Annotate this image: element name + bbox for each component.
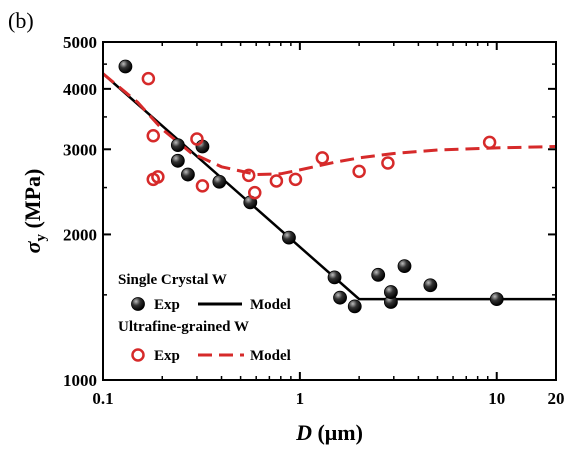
ultrafine-model-line xyxy=(103,72,556,177)
axes: 0.1 1 10 20 1000 2000 3000 4000 5000 D (μm) σy (MP… xyxy=(20,33,565,445)
single-crystal-exp-point xyxy=(170,138,185,153)
single-crystal-exp-point xyxy=(383,285,398,299)
y-tick-label: 4000 xyxy=(63,80,97,99)
single-crystal-exp-point xyxy=(397,259,412,274)
x-tick-label: 1 xyxy=(296,389,305,408)
legend: Single Crystal W Exp ModelUltrafine-graine… xyxy=(118,272,291,364)
single-crystal-exp-point xyxy=(282,230,296,245)
single-crystal-exp-point xyxy=(118,59,133,74)
ultrafine-exp-point xyxy=(381,156,395,170)
ultrafine-exp-point xyxy=(141,71,156,86)
ultrafine-exp-point xyxy=(315,151,330,165)
ultrafine-exp-point xyxy=(288,172,303,187)
x-tick-label: 20 xyxy=(548,389,565,408)
single-crystal-exp-point xyxy=(371,267,386,282)
single-crystal-exp-point xyxy=(347,299,362,314)
legend-exp-marker xyxy=(131,297,145,311)
ultrafine-exp-point xyxy=(195,179,210,193)
x-axis-title: D (μm) xyxy=(295,420,363,445)
single-crystal-exp-point xyxy=(423,278,438,293)
single-crystal-exp-point xyxy=(333,290,347,305)
ultrafine-exp-point xyxy=(151,170,165,184)
y-axis-title: σy (MPa) xyxy=(20,169,49,254)
y-tick-label: 5000 xyxy=(63,33,97,52)
y-tick-label: 2000 xyxy=(63,225,97,244)
series-layer xyxy=(103,59,556,314)
ultrafine-exp-point xyxy=(352,164,366,179)
series-clip-group xyxy=(103,72,556,301)
y-tick-label: 3000 xyxy=(63,140,97,159)
ultrafine-exp-point xyxy=(242,168,256,183)
single-crystal-exp-point xyxy=(212,174,227,189)
plot-frame xyxy=(102,41,557,381)
single-crystal-exp-point xyxy=(327,270,342,285)
single-crystal-exp-point xyxy=(181,167,195,182)
ultrafine-exp-point xyxy=(146,128,161,143)
legend-group-title: Single Crystal W xyxy=(118,272,227,288)
y-tick-label: 1000 xyxy=(63,371,97,390)
legend-model-label: Model xyxy=(250,297,291,313)
legend-exp-label: Exp xyxy=(154,348,180,364)
legend-model-label: Model xyxy=(250,348,291,364)
ultrafine-exp-point xyxy=(482,135,497,150)
single-crystal-exp-point xyxy=(489,292,504,306)
panel-label: (b) xyxy=(8,8,34,33)
x-tick-label: 0.1 xyxy=(92,389,113,408)
legend-exp-label: Exp xyxy=(154,297,180,313)
ultrafine-exp-point xyxy=(190,132,204,146)
legend-exp-marker xyxy=(131,348,145,362)
single-crystal-model-line xyxy=(103,72,556,301)
legend-group-title: Ultrafine-grained W xyxy=(118,319,249,335)
x-tick-label: 10 xyxy=(488,389,505,408)
ultrafine-exp-point xyxy=(248,185,262,200)
single-crystal-exp-point xyxy=(170,153,185,168)
ultrafine-exp-point xyxy=(269,174,284,188)
